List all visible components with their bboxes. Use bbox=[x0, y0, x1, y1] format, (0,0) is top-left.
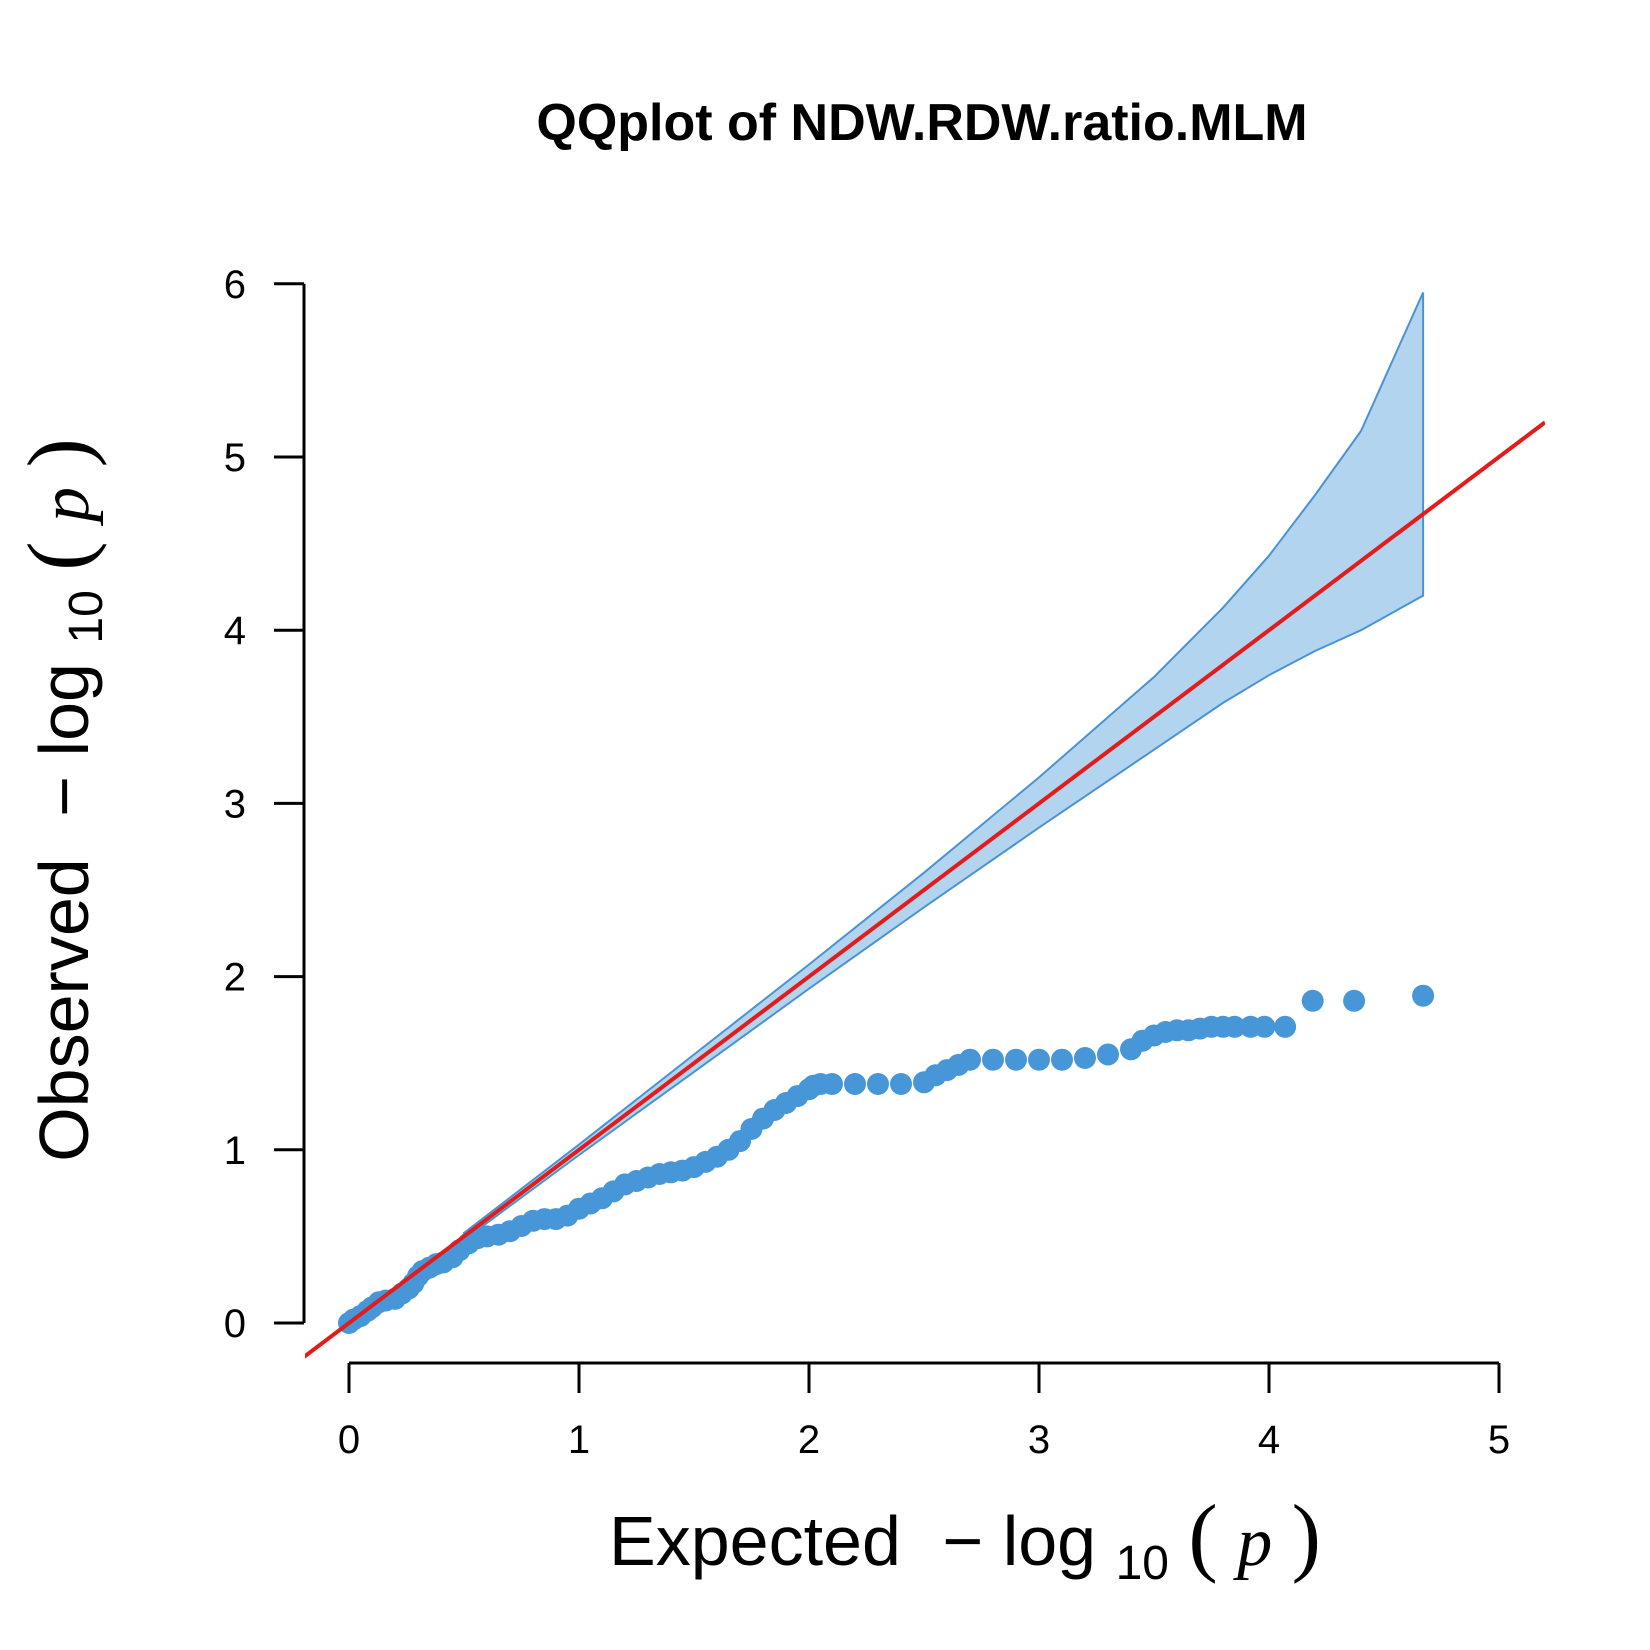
data-point-80 bbox=[1343, 989, 1366, 1012]
data-point-59 bbox=[959, 1048, 981, 1071]
x-tick-label-4: 4 bbox=[1258, 1418, 1280, 1462]
y-axis-label-prefix: Observed bbox=[25, 858, 103, 1161]
y-axis-label-variable: p bbox=[27, 487, 104, 527]
reference-line bbox=[305, 420, 1545, 1359]
data-point-60 bbox=[982, 1048, 1004, 1071]
y-axis-label-base: 10 bbox=[60, 590, 113, 643]
y-tick-label-1: 1 bbox=[224, 1129, 246, 1173]
x-axis-label-log: log bbox=[1003, 1502, 1096, 1580]
y-axis-label-minus: − bbox=[25, 776, 103, 817]
data-point-81 bbox=[1412, 984, 1435, 1007]
y-axis-label-open-paren: ( bbox=[11, 541, 108, 570]
y-axis-label-log: log bbox=[25, 663, 103, 756]
y-tick-label-4: 4 bbox=[224, 609, 246, 653]
confidence-band-layer bbox=[463, 292, 1425, 1242]
x-axis-label-prefix: Expected bbox=[609, 1502, 901, 1580]
data-point-64 bbox=[1074, 1047, 1096, 1069]
confidence-band bbox=[463, 292, 1425, 1242]
x-axis-label-open-paren: ( bbox=[1188, 1488, 1217, 1585]
data-point-75 bbox=[1223, 1015, 1246, 1038]
x-axis-label-base: 10 bbox=[1116, 1537, 1169, 1590]
y-tick-label-5: 5 bbox=[224, 436, 246, 480]
x-tick-label-0: 0 bbox=[338, 1418, 360, 1462]
reference-line-layer bbox=[305, 420, 1545, 1359]
x-axis-label-close-paren: ) bbox=[1292, 1488, 1321, 1585]
points-layer bbox=[338, 984, 1435, 1334]
data-point-62 bbox=[1028, 1048, 1050, 1071]
y-axis-label: Observed − log 10 ( p ) bbox=[11, 438, 117, 1162]
x-axis-label-variable: p bbox=[1232, 1504, 1272, 1581]
y-tick-label-0: 0 bbox=[224, 1302, 246, 1346]
y-tick-label-2: 2 bbox=[224, 956, 246, 1000]
x-axis-label: Expected − log 10 ( p ) bbox=[609, 1488, 1321, 1594]
axes: 0 1 2 3 4 5 6 0 1 2 3 4 5 bbox=[224, 263, 1510, 1462]
y-tick-label-6: 6 bbox=[224, 263, 246, 307]
data-point-52 bbox=[844, 1073, 866, 1095]
y-tick-label-3: 3 bbox=[224, 782, 246, 826]
x-tick-label-5: 5 bbox=[1488, 1418, 1510, 1462]
data-point-79 bbox=[1301, 989, 1324, 1012]
data-point-61 bbox=[1005, 1048, 1027, 1071]
data-point-53 bbox=[867, 1073, 889, 1095]
x-axis-label-minus: − bbox=[942, 1502, 983, 1580]
y-axis-label-close-paren: ) bbox=[11, 438, 108, 467]
x-tick-label-3: 3 bbox=[1028, 1418, 1050, 1462]
x-tick-label-2: 2 bbox=[798, 1418, 820, 1462]
data-point-51 bbox=[821, 1073, 843, 1095]
chart-title: QQplot of NDW.RDW.ratio.MLM bbox=[536, 94, 1307, 152]
data-point-65 bbox=[1097, 1043, 1119, 1066]
x-tick-label-1: 1 bbox=[568, 1418, 590, 1462]
data-point-78 bbox=[1274, 1015, 1297, 1038]
data-point-63 bbox=[1051, 1048, 1073, 1071]
data-point-77 bbox=[1253, 1015, 1276, 1038]
data-point-54 bbox=[890, 1073, 912, 1095]
